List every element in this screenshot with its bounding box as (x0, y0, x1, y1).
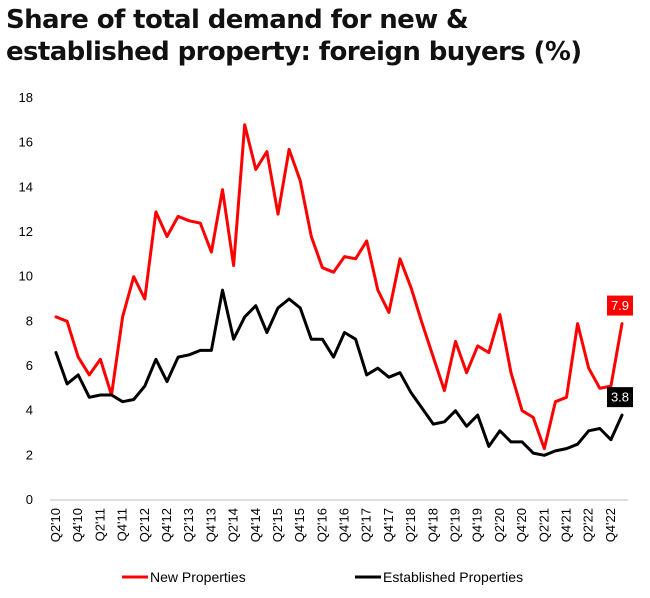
x-tick-label: Q4'16 (337, 508, 352, 542)
x-tick-label: Q2'15 (270, 508, 285, 542)
x-tick-label: Q2'19 (448, 508, 463, 542)
x-tick-label: Q2'16 (314, 508, 329, 542)
x-tick-label: Q4'11 (115, 508, 130, 541)
x-tick-label: Q2'18 (403, 508, 418, 542)
x-tick-label: Q2'13 (181, 508, 196, 542)
y-tick-label: 12 (19, 224, 33, 239)
x-tick-label: Q4'19 (470, 508, 485, 542)
y-tick-label: 8 (26, 313, 33, 328)
x-tick-label: Q4'18 (425, 508, 440, 542)
y-tick-label: 18 (19, 90, 33, 105)
legend-label: New Properties (150, 569, 246, 585)
legend-label: Established Properties (383, 569, 523, 585)
x-tick-label: Q4'14 (248, 508, 263, 542)
x-tick-label: Q2'20 (492, 508, 507, 542)
x-tick-label: Q2'11 (92, 508, 107, 541)
y-axis: 0 2 4 6 8 10 12 14 16 18 (19, 90, 33, 507)
chart-title: Share of total demand for new & establis… (6, 4, 646, 68)
series-group: 7.9 3.8 (54, 123, 633, 457)
end-value-label-box (607, 295, 633, 316)
y-tick-label: 10 (19, 269, 33, 284)
series-line-new-properties (54, 123, 624, 451)
x-tick-label: Q4'22 (603, 508, 618, 542)
x-tick-label: Q4'12 (159, 508, 174, 542)
legend: New Properties Established Properties (122, 569, 523, 585)
end-value-label-box (607, 387, 633, 408)
end-value-label: 3.8 (611, 390, 629, 405)
x-tick-label: Q4'10 (70, 508, 85, 542)
x-tick-label: Q2'17 (359, 508, 374, 542)
x-tick-label: Q2'21 (536, 508, 551, 542)
y-tick-label: 6 (26, 358, 33, 373)
y-tick-label: 4 (26, 403, 33, 418)
x-tick-label: Q4'20 (514, 508, 529, 542)
x-tick-label: Q4'15 (292, 508, 307, 542)
chart-title-line-2: established property: foreign buyers (%) (6, 37, 582, 67)
end-value-label: 7.9 (611, 298, 629, 313)
series-line-established-properties (54, 288, 624, 457)
x-tick-label: Q4'21 (559, 508, 574, 542)
y-tick-label: 14 (19, 179, 33, 194)
y-tick-label: 16 (19, 135, 33, 150)
x-tick-label: Q2'10 (48, 508, 63, 542)
x-tick-label: Q2'14 (226, 508, 241, 542)
y-tick-label: 0 (26, 492, 33, 507)
chart-title-line-1: Share of total demand for new & (6, 5, 469, 35)
x-tick-label: Q2'22 (581, 508, 596, 542)
x-tick-label: Q4'13 (203, 508, 218, 542)
y-tick-label: 2 (26, 447, 33, 462)
x-axis: Q2'10 Q4'10 Q2'11 Q4'11 Q2'12 Q4'12 Q2'13 Q4'13… (48, 499, 628, 542)
x-tick-label: Q2'12 (137, 508, 152, 542)
x-tick-label: Q4'17 (381, 508, 396, 542)
